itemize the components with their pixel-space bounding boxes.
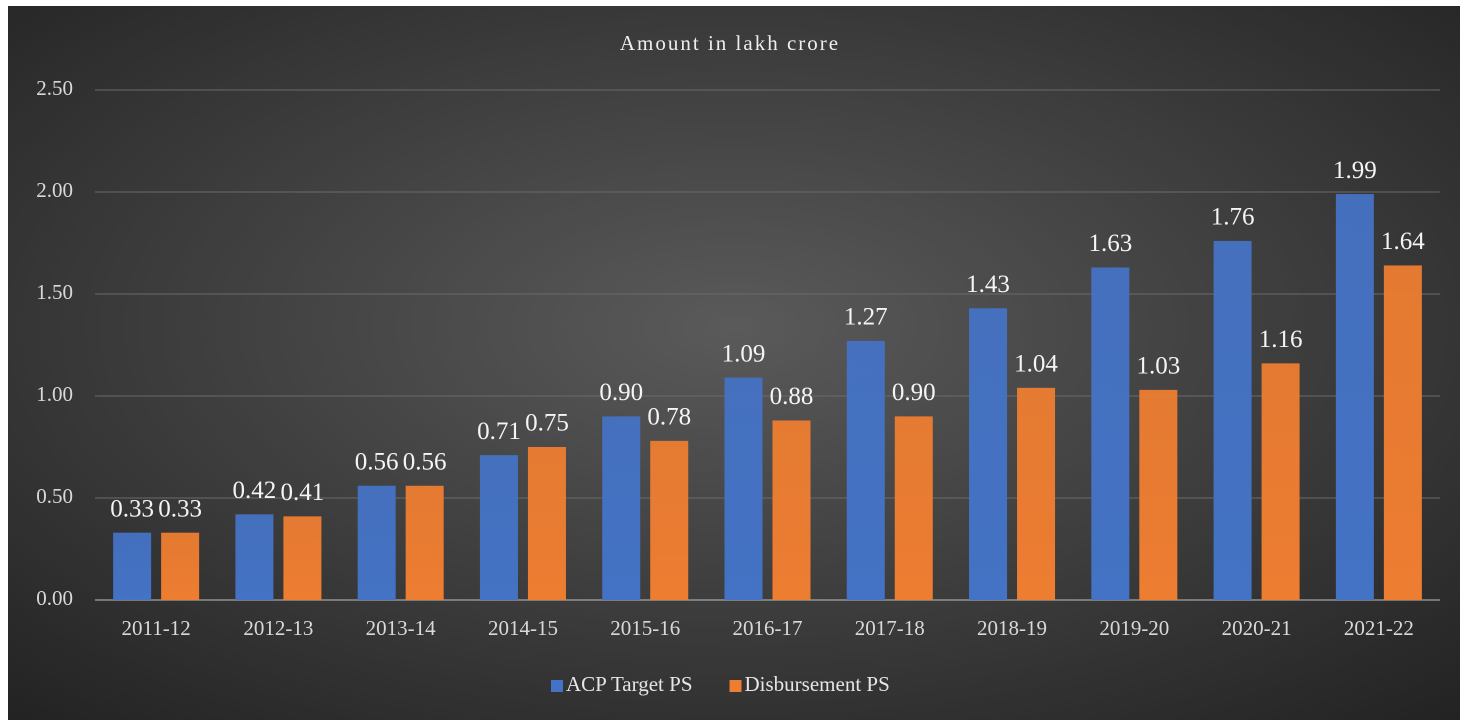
value-label: 0.33 [158, 495, 202, 522]
value-label: 0.90 [599, 379, 643, 406]
x-tick-label: 2016-17 [733, 616, 803, 640]
x-tick-label: 2020-21 [1222, 616, 1292, 640]
bar [1091, 267, 1130, 600]
value-label: 1.64 [1381, 228, 1425, 255]
bar [1261, 363, 1300, 600]
bar [1017, 387, 1056, 600]
x-tick-label: 2017-18 [855, 616, 925, 640]
bar [724, 377, 763, 600]
x-tick-label: 2012-13 [243, 616, 313, 640]
value-label: 0.56 [403, 448, 447, 475]
value-label: 1.03 [1136, 353, 1180, 380]
legend-label: Disbursement PS [745, 672, 890, 696]
y-tick-label: 1.00 [36, 382, 73, 406]
value-label: 0.71 [477, 418, 521, 445]
value-label: 0.78 [647, 404, 691, 431]
legend-swatch [729, 680, 742, 692]
value-label: 0.56 [355, 448, 399, 475]
bar [527, 447, 566, 600]
legend-label: ACP Target PS [566, 672, 693, 696]
x-tick-label: 2019-20 [1099, 616, 1169, 640]
bar [650, 440, 689, 600]
y-tick-label: 1.50 [36, 280, 73, 304]
bar [602, 416, 641, 600]
value-label: 0.75 [525, 410, 569, 437]
bar [1383, 265, 1422, 600]
value-label: 1.43 [966, 271, 1010, 298]
y-tick-label: 2.00 [36, 178, 73, 202]
bar [405, 485, 444, 600]
bar [357, 485, 396, 600]
value-label: 0.88 [770, 383, 814, 410]
chart-title: Amount in lakh crore [620, 31, 840, 55]
bar [1139, 389, 1178, 600]
bar [846, 340, 885, 600]
legend-swatch [551, 680, 563, 692]
value-label: 1.27 [844, 304, 888, 331]
bar [1213, 240, 1252, 600]
value-label: 1.76 [1211, 204, 1255, 231]
bar [235, 514, 274, 600]
value-label: 0.41 [281, 479, 325, 506]
y-tick-label: 0.00 [36, 586, 73, 610]
value-label: 1.04 [1014, 351, 1058, 378]
value-label: 0.90 [892, 379, 936, 406]
value-label: 1.63 [1088, 230, 1132, 257]
y-tick-label: 0.50 [36, 484, 73, 508]
bar [894, 416, 933, 600]
value-label: 0.33 [110, 495, 154, 522]
bar [161, 532, 200, 600]
value-label: 1.09 [722, 340, 766, 367]
y-tick-label: 2.50 [36, 76, 73, 100]
bar [283, 516, 322, 600]
bar [113, 532, 152, 600]
x-tick-label: 2014-15 [488, 616, 558, 640]
x-tick-label: 2015-16 [610, 616, 680, 640]
x-tick-label: 2013-14 [366, 616, 436, 640]
value-label: 0.42 [233, 477, 277, 504]
x-tick-label: 2021-22 [1344, 616, 1414, 640]
value-label: 1.99 [1333, 157, 1377, 184]
bar [1335, 194, 1374, 601]
value-label: 1.16 [1259, 326, 1303, 353]
x-tick-label: 2011-12 [122, 616, 191, 640]
bar [969, 308, 1008, 600]
bar [772, 420, 811, 600]
bar [479, 455, 518, 600]
x-tick-label: 2018-19 [977, 616, 1047, 640]
